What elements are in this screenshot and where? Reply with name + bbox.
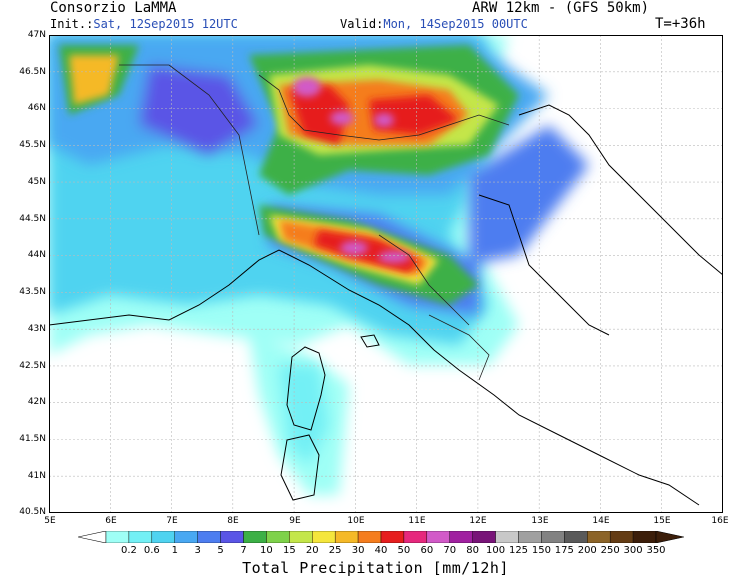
- scale-label: 80: [466, 545, 480, 556]
- lon-label: 8E: [227, 516, 239, 526]
- lat-label: 46N: [27, 103, 46, 113]
- scale-label: 200: [577, 545, 597, 556]
- lat-label: 46.5N: [19, 67, 46, 77]
- lat-label: 43.5N: [19, 287, 46, 297]
- scale-swatch: [243, 531, 267, 543]
- lon-label: 13E: [531, 516, 549, 526]
- scale-swatch: [128, 531, 153, 543]
- scale-label: 15: [282, 545, 296, 556]
- scale-label: 100: [486, 545, 506, 556]
- scale-swatch: [495, 531, 519, 543]
- scale-label: 0.6: [143, 545, 160, 556]
- valid-label: Valid:: [340, 17, 384, 31]
- lon-label: 11E: [408, 516, 426, 526]
- scale-swatch: [312, 531, 336, 543]
- lat-label: 47N: [27, 30, 46, 40]
- lat-label: 42.5N: [19, 361, 46, 371]
- graticule: [49, 35, 723, 513]
- scale-swatch: [380, 531, 405, 543]
- lat-label: 45N: [27, 177, 46, 187]
- scale-label: 350: [646, 545, 666, 556]
- scale-label: 7: [240, 545, 247, 556]
- init-value: Sat, 12Sep2015 12UTC: [93, 17, 238, 31]
- valid-value: Mon, 14Sep2015 00UTC: [383, 17, 528, 31]
- valid-time: Valid:Mon, 14Sep2015 00UTC: [340, 17, 528, 31]
- lead-time: T=+36h: [655, 16, 706, 32]
- scale-arrow-right: [655, 531, 684, 543]
- scale-label: 125: [508, 545, 529, 556]
- model-title: ARW 12km - (GFS 50km): [472, 0, 650, 16]
- color-scale: [78, 531, 684, 543]
- lat-label: 40.5N: [19, 507, 46, 517]
- scale-swatch: [587, 531, 611, 543]
- lat-label: 44N: [27, 250, 46, 260]
- lon-label: 7E: [166, 516, 178, 526]
- lat-label: 41.5N: [19, 434, 46, 444]
- scale-swatch: [357, 531, 382, 543]
- scale-swatch: [541, 531, 565, 543]
- scale-label: 70: [443, 545, 457, 556]
- scale-label: 40: [374, 545, 388, 556]
- lon-label: 9E: [289, 516, 301, 526]
- scale-label: 25: [328, 545, 342, 556]
- init-time: Init.:Sat, 12Sep2015 12UTC: [50, 17, 238, 31]
- lat-label: 45.5N: [19, 140, 46, 150]
- scale-label: 150: [531, 545, 551, 556]
- scale-label: 5: [217, 545, 224, 556]
- lon-label: 16E: [711, 516, 729, 526]
- scale-label: 175: [554, 545, 574, 556]
- lat-label: 43N: [27, 324, 46, 334]
- scale-swatch: [174, 531, 198, 543]
- lon-label: 14E: [592, 516, 610, 526]
- lon-label: 5E: [44, 516, 56, 526]
- lon-label: 12E: [469, 516, 487, 526]
- scale-swatch: [449, 531, 473, 543]
- coastlines: [49, 104, 723, 506]
- scale-swatch: [632, 531, 657, 543]
- precipitation-map: [49, 35, 723, 513]
- map-frame: [49, 35, 723, 513]
- scale-swatch: [334, 531, 359, 543]
- scale-swatch: [426, 531, 450, 543]
- init-label: Init.:: [50, 17, 94, 31]
- lon-label: 15E: [653, 516, 671, 526]
- scale-label: 0.2: [120, 545, 137, 556]
- scale-label: 60: [420, 545, 434, 556]
- scale-label: 1: [171, 545, 178, 556]
- organization-title: Consorzio LaMMA: [50, 0, 177, 16]
- legend-title: Total Precipitation [mm/12h]: [242, 559, 509, 577]
- scale-label: 50: [397, 545, 411, 556]
- scale-label: 300: [623, 545, 643, 556]
- scale-swatch: [609, 531, 634, 543]
- lon-label: 6E: [105, 516, 117, 526]
- scale-label: 20: [305, 545, 319, 556]
- lat-label: 41N: [27, 471, 46, 481]
- borders: [119, 64, 510, 381]
- scale-swatch: [472, 531, 496, 543]
- scale-swatch: [151, 531, 175, 543]
- precip-magenta: [293, 77, 410, 263]
- scale-swatch: [403, 531, 428, 543]
- scale-label: 30: [351, 545, 365, 556]
- scale-label: 3: [194, 545, 201, 556]
- scale-swatch: [266, 531, 290, 543]
- lon-label: 10E: [347, 516, 365, 526]
- scale-swatch: [518, 531, 542, 543]
- scale-swatch: [564, 531, 588, 543]
- scale-swatch: [289, 531, 313, 543]
- scale-swatch: [197, 531, 221, 543]
- scale-label: 10: [260, 545, 273, 556]
- scale-arrow-left: [78, 531, 107, 543]
- scale-swatch: [105, 531, 130, 543]
- lat-label: 44.5N: [19, 214, 46, 224]
- scale-label: 250: [600, 545, 620, 556]
- scale-swatch: [220, 531, 244, 543]
- lat-label: 42N: [27, 397, 46, 407]
